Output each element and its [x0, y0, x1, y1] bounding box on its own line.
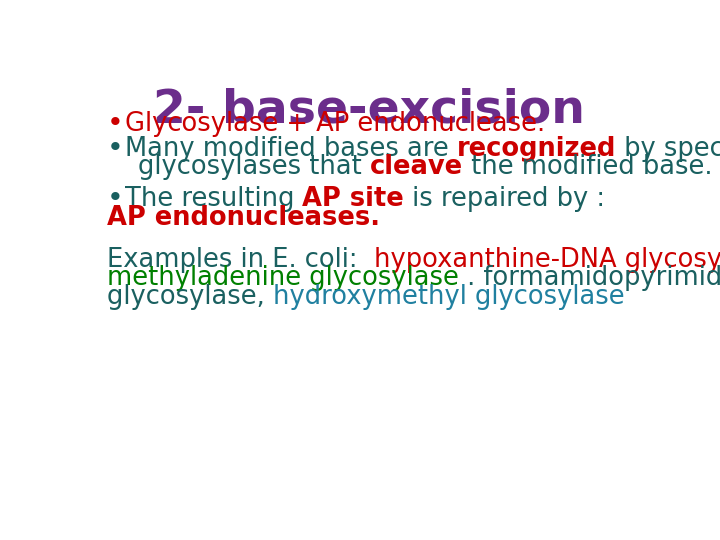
Text: •: • — [107, 109, 124, 137]
Text: methyladenine glycosylase: methyladenine glycosylase — [107, 265, 459, 291]
Text: •: • — [107, 185, 124, 212]
Text: cleave: cleave — [370, 154, 463, 180]
Text: glycosylase,: glycosylase, — [107, 284, 273, 309]
Text: . formamidopyrimidine: . formamidopyrimidine — [459, 265, 720, 291]
Text: the modified base.: the modified base. — [463, 154, 713, 180]
Text: 2- base-excision: 2- base-excision — [153, 88, 585, 133]
Text: The resulting: The resulting — [125, 186, 302, 212]
Text: is repaired by :: is repaired by : — [404, 186, 606, 212]
Text: hydroxymethyl glycosylase: hydroxymethyl glycosylase — [273, 284, 624, 309]
Text: •: • — [107, 134, 124, 161]
Text: AP site: AP site — [302, 186, 404, 212]
Text: Many modified bases are: Many modified bases are — [125, 136, 456, 161]
Text: AP endonucleases.: AP endonucleases. — [107, 205, 380, 231]
Text: hypoxanthine-DNA glycosylase, 3-: hypoxanthine-DNA glycosylase, 3- — [374, 247, 720, 273]
Text: recognized: recognized — [456, 136, 616, 161]
Text: Examples in E. coli:: Examples in E. coli: — [107, 247, 374, 273]
Text: glycosylases that: glycosylases that — [138, 154, 370, 180]
Text: Glycosylase + AP endonuclease.: Glycosylase + AP endonuclease. — [125, 111, 545, 137]
Text: by specific N-: by specific N- — [616, 136, 720, 161]
